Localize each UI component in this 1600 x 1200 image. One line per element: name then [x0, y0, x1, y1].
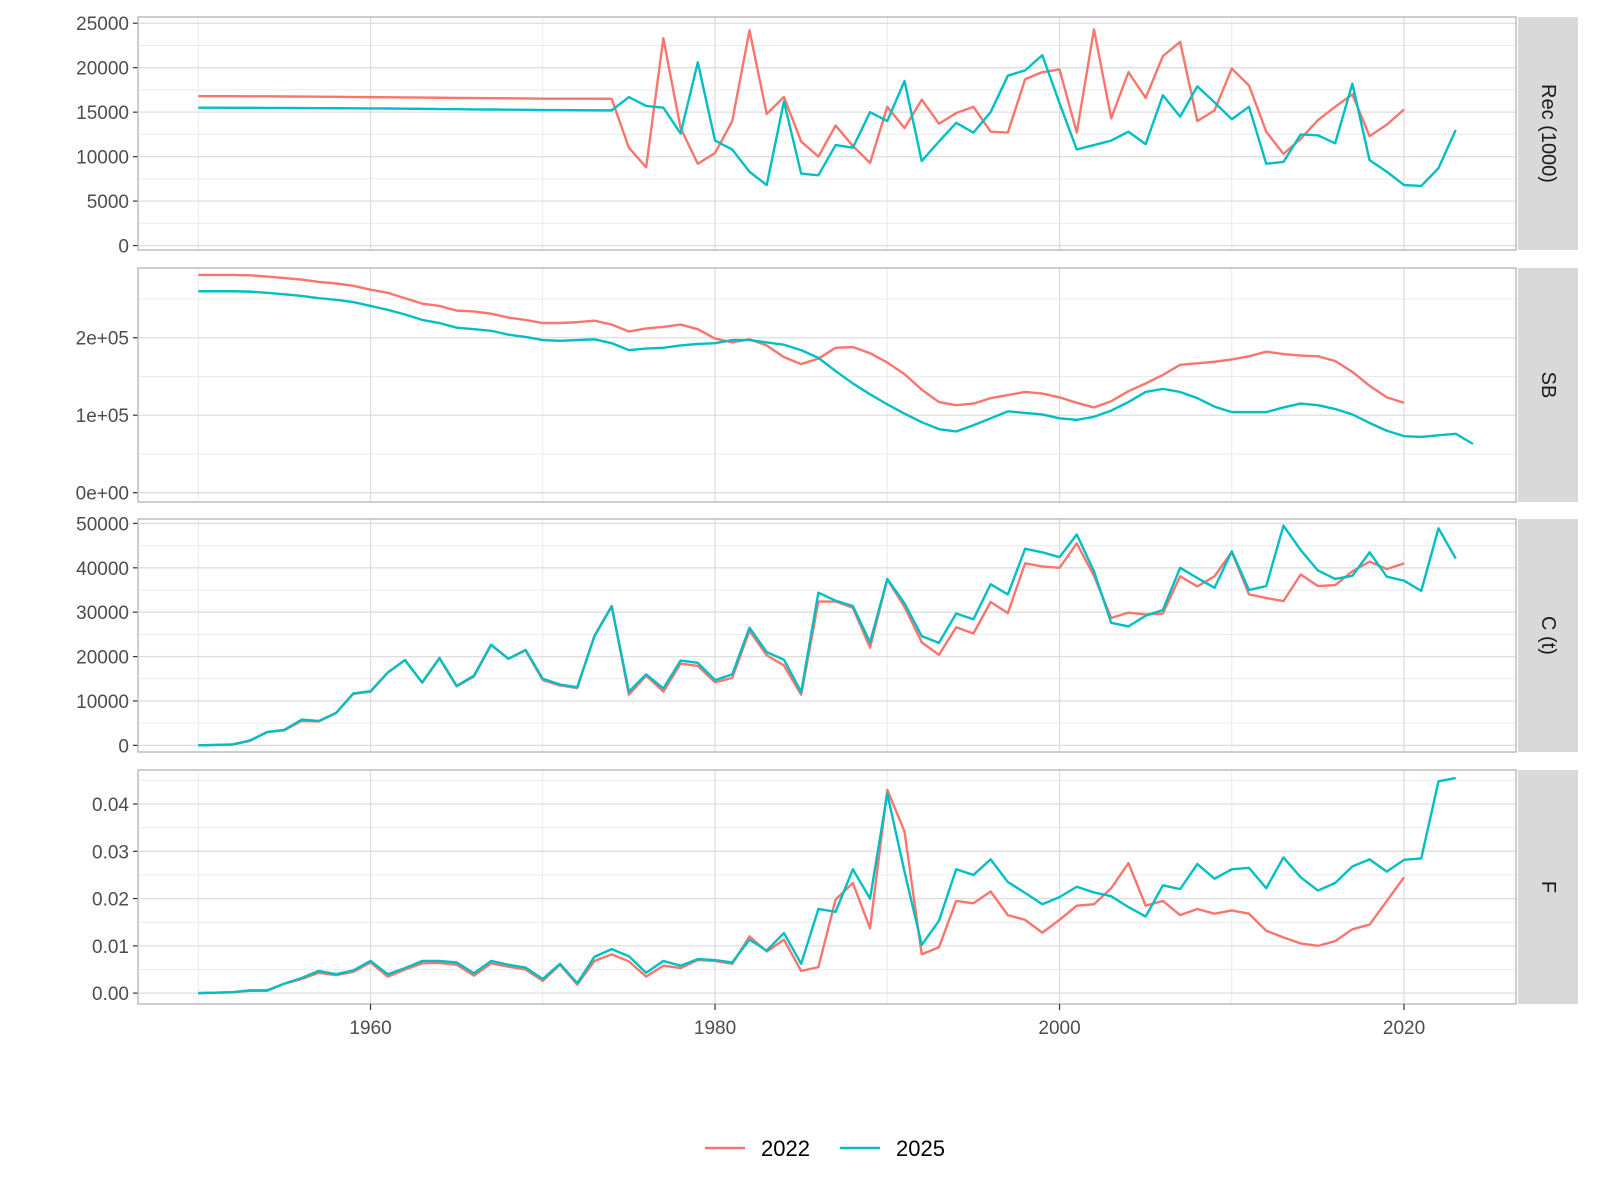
- series-line-2022: [198, 788, 1406, 995]
- panel-background: [138, 17, 1516, 250]
- x-tick-label: 1960: [349, 1018, 391, 1039]
- chart-panels: 0 5000 10000 15000 20000 25000 Rec (1000) 0e+00…: [76, 14, 1578, 1005]
- y-tick-label: 15000: [76, 103, 129, 124]
- x-tick-label: 1980: [694, 1018, 736, 1039]
- facet-strip-label: Rec (1000): [1537, 84, 1559, 183]
- y-tick-label: 0.02: [92, 890, 129, 911]
- panel-border: [137, 267, 1517, 503]
- series-line-2025: [198, 54, 1457, 188]
- facet-strip: [1518, 519, 1578, 752]
- x-axis: 1960 1980 2000 2020: [349, 1004, 1425, 1039]
- facet-strip-label: SB: [1537, 372, 1559, 399]
- series-line-2025: [198, 524, 1457, 747]
- legend-label-2025: 2025: [896, 1136, 945, 1161]
- panel-3: 0 10000 20000 30000 40000 50000 C (t): [76, 514, 1578, 757]
- y-tick-label: 25000: [76, 14, 129, 35]
- panel-2: 0e+00 1e+05 2e+05 SB: [76, 267, 1578, 505]
- y-tick-label: 0.04: [92, 795, 129, 816]
- panel-1: 0 5000 10000 15000 20000 25000 Rec (1000): [76, 14, 1578, 258]
- legend-label-2022: 2022: [761, 1136, 810, 1161]
- x-tick-label: 2000: [1038, 1018, 1080, 1039]
- y-tick-label: 20000: [76, 648, 129, 669]
- facet-strip-label: F: [1537, 881, 1559, 893]
- y-tick-label: 1e+05: [76, 406, 129, 427]
- y-tick-label: 30000: [76, 603, 129, 624]
- facet-strip: [1518, 268, 1578, 502]
- y-tick-label: 0e+00: [76, 484, 129, 505]
- facet-strip: [1518, 770, 1578, 1004]
- y-tick-label: 10000: [76, 148, 129, 169]
- panel-border: [137, 769, 1517, 1005]
- y-tick-label: 0.03: [92, 842, 129, 863]
- y-tick-label: 10000: [76, 692, 129, 713]
- series-line-2025: [198, 776, 1456, 995]
- series-line-2025: [198, 290, 1474, 445]
- panel-background: [138, 770, 1516, 1004]
- y-tick-label: 40000: [76, 559, 129, 580]
- legend: 2022 2025: [705, 1136, 945, 1161]
- x-tick-label: 2020: [1383, 1018, 1425, 1039]
- y-tick-label: 0.01: [92, 937, 129, 958]
- y-tick-label: 20000: [76, 59, 129, 80]
- y-tick-label: 0: [118, 736, 129, 757]
- facet-strip: [1518, 17, 1578, 250]
- panel-background: [138, 268, 1516, 502]
- panel-background: [138, 519, 1516, 752]
- series-line-2022: [198, 273, 1405, 409]
- panel-border: [137, 16, 1517, 251]
- y-tick-label: 50000: [76, 514, 129, 535]
- panel-border: [137, 518, 1517, 753]
- facet-strip-label: C (t): [1537, 616, 1559, 655]
- y-tick-label: 2e+05: [76, 329, 129, 350]
- panel-4: 0.00 0.01 0.02 0.03 0.04 F: [92, 769, 1578, 1005]
- y-tick-label: 0: [118, 237, 129, 258]
- y-tick-label: 5000: [87, 192, 129, 213]
- y-tick-label: 0.00: [92, 984, 129, 1005]
- series-line-2022: [198, 28, 1405, 169]
